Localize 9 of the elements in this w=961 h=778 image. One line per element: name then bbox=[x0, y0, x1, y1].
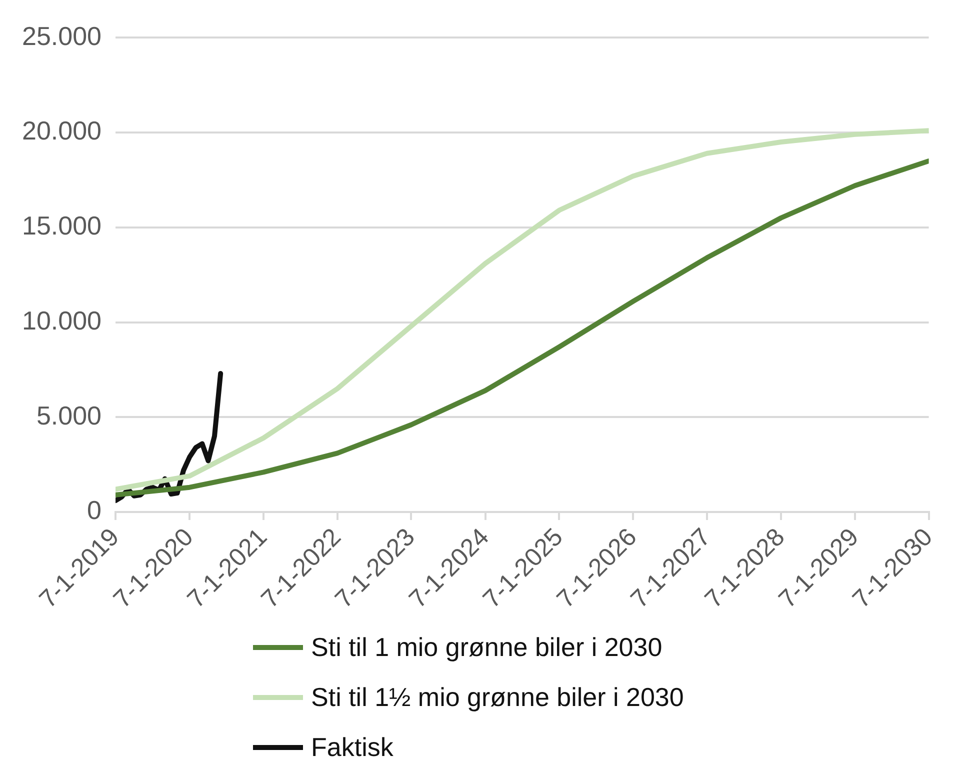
y-tick-label: 5.000 bbox=[36, 400, 102, 430]
legend-label: Sti til 1½ mio grønne biler i 2030 bbox=[311, 682, 684, 712]
y-tick-label: 15.000 bbox=[22, 210, 102, 241]
y-tick-label: 0 bbox=[87, 495, 102, 526]
y-tick-label: 10.000 bbox=[22, 305, 102, 336]
y-tick-label: 25.000 bbox=[22, 20, 102, 51]
legend-label: Faktisk bbox=[311, 732, 394, 762]
y-tick-label: 20.000 bbox=[22, 116, 102, 146]
legend-label: Sti til 1 mio grønne biler i 2030 bbox=[311, 632, 662, 662]
